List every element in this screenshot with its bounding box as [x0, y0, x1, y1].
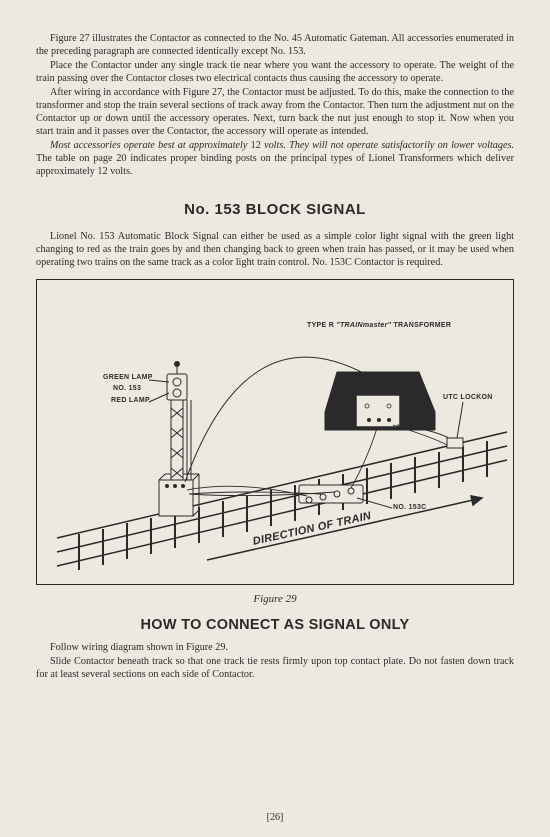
heading-block-signal: No. 153 BLOCK SIGNAL: [36, 201, 514, 218]
label-utc-lockon: UTC LOCKON: [443, 394, 493, 401]
p4-italic-c: volts. They will not operate satisfactor…: [264, 140, 514, 151]
label-transformer-brand: "TRAINmaster": [336, 322, 391, 329]
figure-29-diagram: TYPE R "TRAINmaster" TRANSFORMER GREEN L…: [36, 279, 514, 585]
p4-rest: The table on page 20 indicates proper bi…: [36, 153, 514, 177]
figure-caption: Figure 29: [36, 593, 514, 605]
p4-num: 12: [251, 140, 261, 151]
paragraph-2: Place the Contactor under any single tra…: [36, 59, 514, 85]
paragraph-5: Lionel No. 153 Automatic Block Signal ca…: [36, 230, 514, 269]
page-number: [26]: [0, 812, 550, 823]
label-transformer: TYPE R "TRAINmaster" TRANSFORMER: [307, 322, 451, 329]
paragraph-4: Most accessories operate best at approxi…: [36, 139, 514, 178]
paragraph-1: Figure 27 illustrates the Contactor as c…: [36, 32, 514, 58]
label-transformer-type: TYPE R: [307, 322, 334, 329]
p4-italic-a: Most accessories operate best at approxi…: [50, 140, 247, 151]
label-no153: NO. 153: [113, 385, 141, 392]
paragraph-3: After wiring in accordance with Figure 2…: [36, 86, 514, 138]
paragraph-6: Follow wiring diagram shown in Figure 29…: [36, 641, 514, 654]
label-green-lamp: GREEN LAMP: [103, 374, 153, 381]
label-transformer-word: TRANSFORMER: [393, 322, 451, 329]
heading-connect-signal: HOW TO CONNECT AS SIGNAL ONLY: [36, 617, 514, 633]
label-no153c: NO. 153C: [393, 504, 427, 511]
label-red-lamp: RED LAMP: [111, 397, 150, 404]
paragraph-7: Slide Contactor beneath track so that on…: [36, 655, 514, 681]
